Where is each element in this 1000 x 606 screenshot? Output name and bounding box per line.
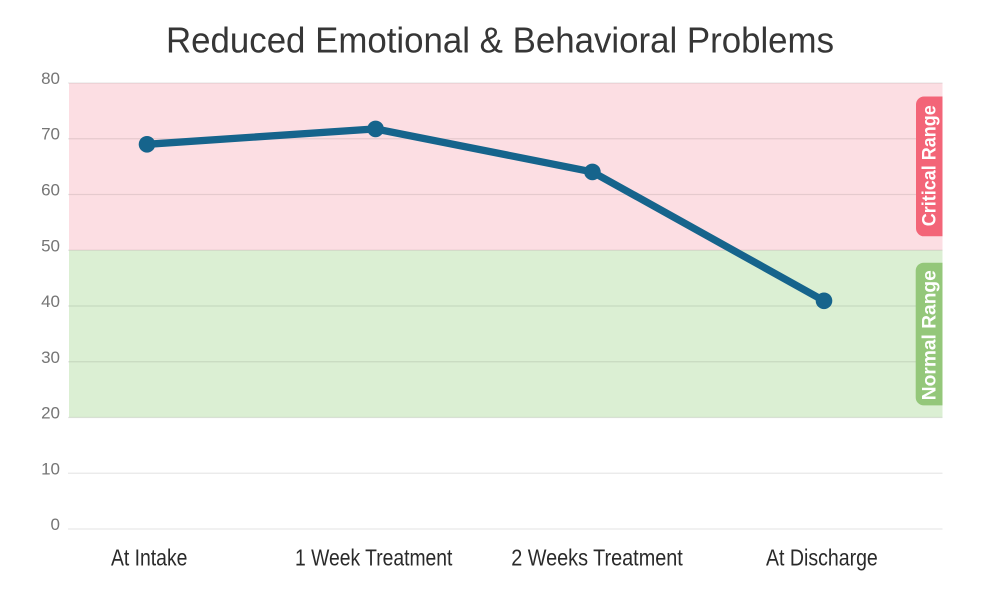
- svg-text:50: 50: [41, 236, 60, 255]
- svg-text:80: 80: [41, 69, 60, 88]
- svg-text:40: 40: [41, 292, 60, 311]
- svg-text:At Discharge: At Discharge: [766, 545, 878, 571]
- svg-text:2 Weeks Treatment: 2 Weeks Treatment: [511, 545, 683, 571]
- svg-text:0: 0: [51, 515, 60, 534]
- svg-text:30: 30: [41, 348, 60, 367]
- svg-text:Critical Range: Critical Range: [919, 105, 941, 226]
- svg-text:20: 20: [41, 404, 60, 423]
- svg-text:Normal Range: Normal Range: [918, 270, 940, 400]
- svg-text:70: 70: [41, 125, 60, 144]
- svg-text:10: 10: [41, 459, 60, 478]
- svg-text:At Intake: At Intake: [111, 545, 187, 571]
- svg-text:60: 60: [41, 181, 60, 200]
- svg-text:Reduced Emotional & Behavioral: Reduced Emotional & Behavioral Problems: [166, 20, 834, 61]
- svg-text:1 Week Treatment: 1 Week Treatment: [295, 545, 453, 571]
